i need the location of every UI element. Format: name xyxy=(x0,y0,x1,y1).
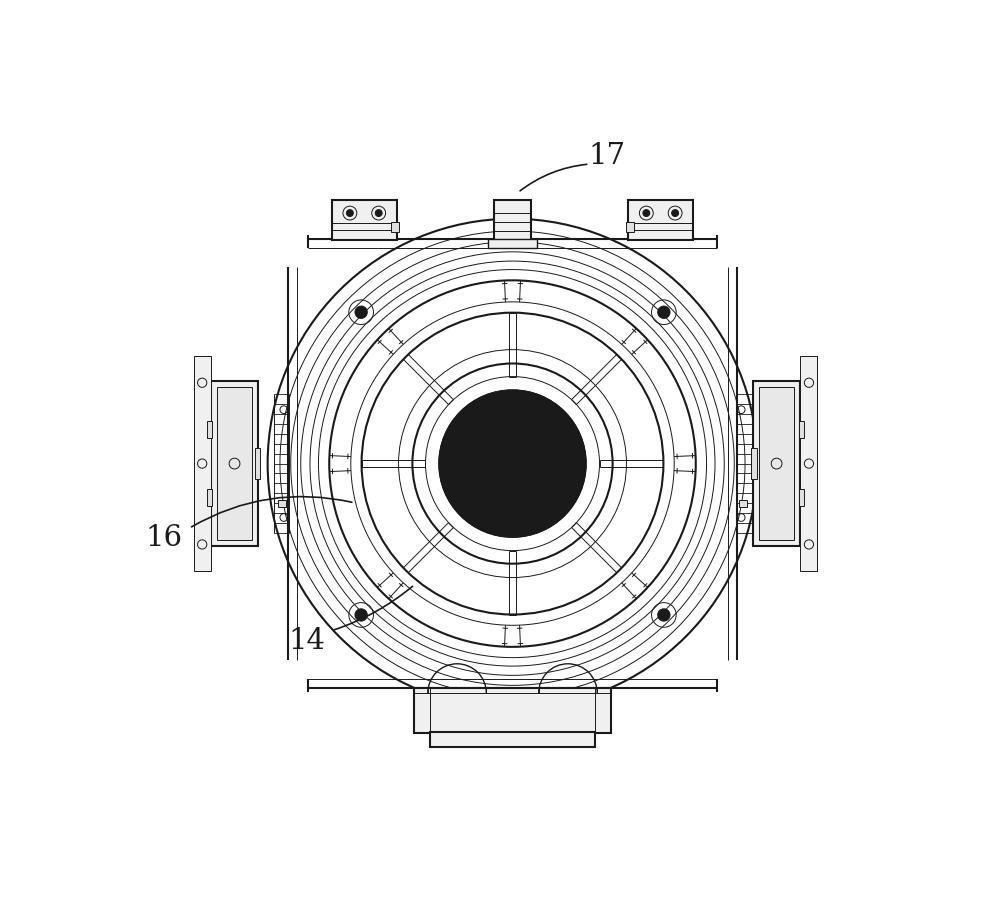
Bar xyxy=(753,381,800,546)
Text: 16: 16 xyxy=(146,524,183,553)
Text: 17: 17 xyxy=(589,142,626,171)
Circle shape xyxy=(355,609,367,621)
Bar xyxy=(799,421,804,438)
Circle shape xyxy=(658,306,670,319)
Circle shape xyxy=(465,442,471,448)
Bar xyxy=(207,489,212,506)
Bar xyxy=(194,356,211,571)
Bar xyxy=(332,200,397,241)
Circle shape xyxy=(375,209,382,217)
Bar xyxy=(628,200,693,241)
Circle shape xyxy=(355,306,367,319)
Bar xyxy=(626,222,634,232)
Bar xyxy=(217,387,252,540)
Bar xyxy=(255,448,260,479)
Bar xyxy=(488,239,537,248)
Circle shape xyxy=(528,417,534,422)
Bar xyxy=(430,732,595,747)
Circle shape xyxy=(439,390,586,537)
Circle shape xyxy=(465,479,471,485)
Circle shape xyxy=(554,442,560,448)
Circle shape xyxy=(643,209,650,217)
Bar xyxy=(751,448,757,479)
Bar xyxy=(759,387,794,540)
Circle shape xyxy=(491,417,497,422)
Bar xyxy=(414,688,611,733)
Circle shape xyxy=(658,609,670,621)
Text: 14: 14 xyxy=(288,628,325,655)
Circle shape xyxy=(528,505,534,510)
Bar xyxy=(799,489,804,506)
Bar xyxy=(391,222,399,232)
Bar xyxy=(207,421,212,438)
Bar xyxy=(278,499,286,508)
Circle shape xyxy=(554,479,560,485)
Bar xyxy=(739,499,747,508)
Circle shape xyxy=(491,505,497,510)
Circle shape xyxy=(672,209,679,217)
Circle shape xyxy=(346,209,353,217)
Bar xyxy=(800,356,817,571)
Bar xyxy=(494,200,531,241)
Bar xyxy=(211,381,258,546)
Circle shape xyxy=(510,461,515,466)
